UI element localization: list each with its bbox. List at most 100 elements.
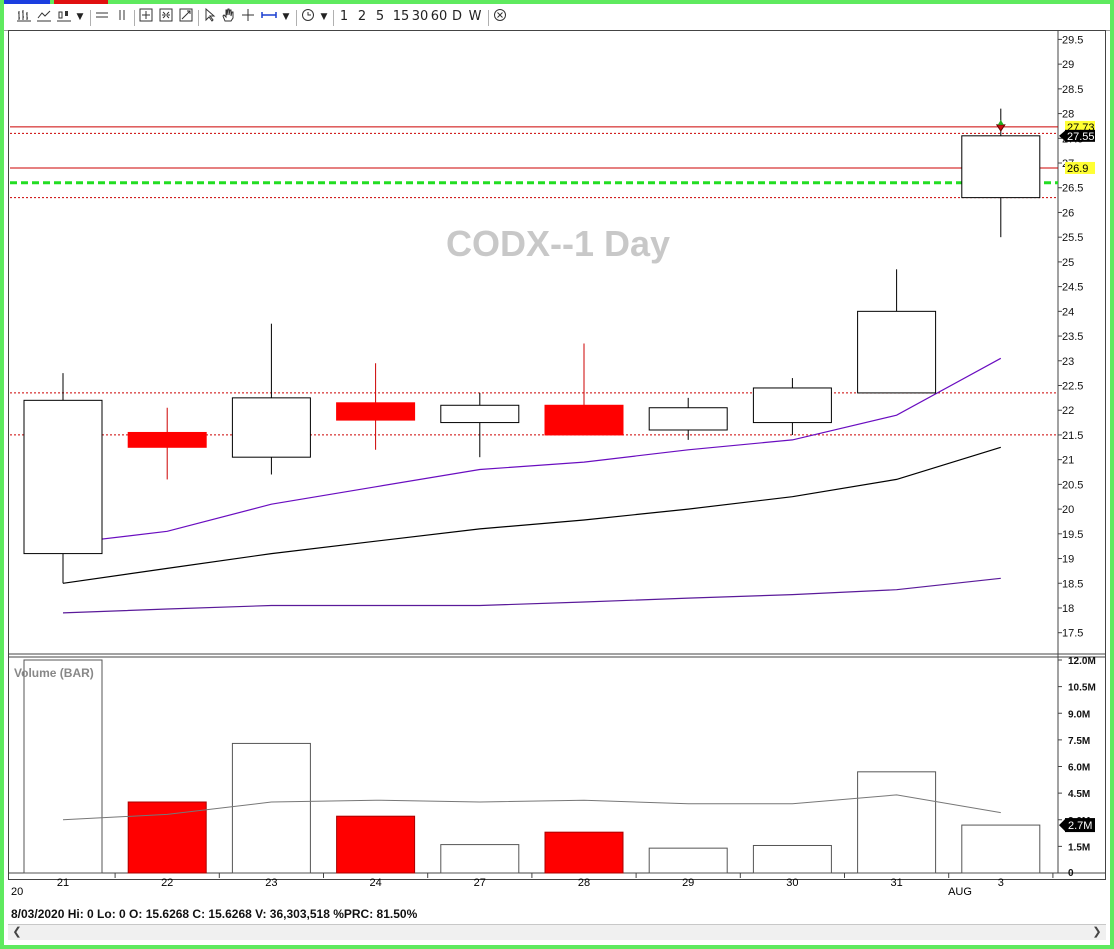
moving-average-long-line bbox=[62, 577, 1001, 614]
interval-15-button[interactable]: 15 bbox=[392, 9, 410, 24]
interval-5-button[interactable]: 5 bbox=[375, 9, 385, 24]
x-tick-label: 31 bbox=[890, 877, 902, 889]
status-bar: 8/03/2020 Hi: 0 Lo: 0 O: 15.6268 C: 15.6… bbox=[11, 907, 418, 921]
window-accent-red bbox=[54, 0, 108, 4]
y-tick-label: 25.5 bbox=[1062, 232, 1083, 244]
x-tick-label: 29 bbox=[682, 877, 694, 889]
volume-bar bbox=[440, 844, 520, 874]
y-tick-label: 19 bbox=[1062, 554, 1074, 566]
candle-body bbox=[961, 135, 1041, 199]
y-tick-label: 29.5 bbox=[1062, 34, 1083, 46]
scroll-left-icon[interactable]: ❮ bbox=[12, 926, 22, 938]
chart-toolbar: ▼ ▼ ▼ 1 2 5 15 30 60 D W bbox=[4, 4, 1110, 31]
y-tick-label: 28 bbox=[1062, 109, 1074, 121]
x-tick-label: 30 bbox=[786, 877, 798, 889]
toolbar-separator bbox=[198, 10, 199, 26]
interval-60-button[interactable]: 60 bbox=[430, 9, 448, 24]
toolbar-separator bbox=[90, 10, 91, 26]
y-tick-label: 18.5 bbox=[1062, 578, 1083, 590]
interval-30-button[interactable]: 30 bbox=[411, 9, 429, 24]
x-tick-label: 21 bbox=[57, 877, 69, 889]
crosshair-icon[interactable] bbox=[240, 8, 256, 26]
candle-body bbox=[440, 404, 520, 424]
scroll-right-icon[interactable]: ❯ bbox=[1092, 926, 1102, 938]
candle-body bbox=[231, 397, 311, 458]
chart-watermark: CODX--1 Day bbox=[446, 223, 670, 264]
volume-tag: 2.7M bbox=[1068, 820, 1092, 832]
dropdown-icon[interactable]: ▼ bbox=[282, 12, 290, 22]
volume-bar bbox=[231, 742, 311, 874]
month-label: AUG bbox=[948, 886, 972, 898]
y-tick-label: 18 bbox=[1062, 603, 1074, 615]
close-circle-icon[interactable] bbox=[492, 8, 508, 26]
price-tag-current-bg bbox=[1065, 129, 1095, 142]
toolbar-separator bbox=[333, 10, 334, 26]
volume-bar bbox=[544, 831, 624, 874]
volume-tick-label: 0 bbox=[1068, 868, 1074, 879]
candlestick-icon[interactable] bbox=[56, 8, 72, 26]
x-tick-label: 27 bbox=[474, 877, 486, 889]
price-tag-level: 26.9 bbox=[1067, 163, 1088, 175]
y-tick-label: 24.5 bbox=[1062, 282, 1083, 294]
y-tick-label: 26.5 bbox=[1062, 183, 1083, 195]
x-tick-label: 28 bbox=[578, 877, 590, 889]
volume-bar bbox=[961, 824, 1041, 874]
y-tick-label: 23.5 bbox=[1062, 331, 1083, 343]
window-accent-blue bbox=[4, 0, 50, 4]
horizontal-split-icon[interactable] bbox=[94, 8, 110, 26]
zoom-out-icon[interactable] bbox=[158, 8, 174, 26]
x-tick-label: 23 bbox=[265, 877, 277, 889]
moving-average-mid-line bbox=[62, 446, 1001, 584]
dropdown-icon[interactable]: ▼ bbox=[76, 12, 84, 22]
dropdown-icon[interactable]: ▼ bbox=[320, 12, 328, 22]
interval-1-button[interactable]: 1 bbox=[339, 9, 349, 24]
trade-marker-up-icon bbox=[997, 119, 1004, 125]
volume-tag-bg bbox=[1065, 818, 1095, 833]
volume-tick-label: 1.5M bbox=[1068, 842, 1090, 853]
interval-week-button[interactable]: W bbox=[468, 9, 482, 24]
hand-icon[interactable] bbox=[220, 8, 236, 26]
moving-average-short-line bbox=[62, 357, 1002, 545]
vertical-split-icon[interactable] bbox=[114, 8, 130, 26]
volume-panel-label: Volume (BAR) bbox=[14, 666, 94, 680]
volume-bar bbox=[23, 659, 103, 874]
y-tick-label: 20 bbox=[1062, 504, 1074, 516]
y-tick-label: 22.5 bbox=[1062, 380, 1083, 392]
measure-icon[interactable] bbox=[260, 8, 278, 26]
date-prefix-label: 20 bbox=[11, 886, 23, 898]
y-tick-label: 19.5 bbox=[1062, 529, 1083, 541]
price-volume-chart[interactable]: CODX--1 Day 17.5 18 18.5 19 19.5 20 20.5 21 21.5… bbox=[8, 30, 1106, 902]
price-tag-current: 27.55 bbox=[1067, 131, 1095, 143]
toolbar-separator bbox=[134, 10, 135, 26]
bar-chart-icon[interactable] bbox=[16, 8, 32, 26]
toolbar-separator bbox=[296, 10, 297, 26]
volume-tick-label: 9.0M bbox=[1068, 709, 1090, 720]
candle-body bbox=[127, 431, 207, 448]
chart-area[interactable] bbox=[8, 30, 1106, 880]
pointer-icon[interactable] bbox=[202, 7, 218, 26]
interval-day-button[interactable]: D bbox=[451, 9, 462, 24]
y-tick-label: 26 bbox=[1062, 207, 1074, 219]
y-tick-label: 22 bbox=[1062, 405, 1074, 417]
interval-2-button[interactable]: 2 bbox=[357, 9, 367, 24]
volume-tick-label: 4.5M bbox=[1068, 789, 1090, 800]
volume-tag-arrow bbox=[1059, 818, 1066, 833]
y-tick-label: 21.5 bbox=[1062, 430, 1083, 442]
y-tick-label: 24 bbox=[1062, 306, 1074, 318]
horizontal-scrollbar[interactable]: ❮ ❯ bbox=[8, 924, 1106, 940]
candle-body bbox=[336, 402, 416, 421]
toolbar-separator bbox=[488, 10, 489, 26]
volume-bar bbox=[752, 844, 832, 874]
y-tick-label: 20.5 bbox=[1062, 479, 1083, 491]
line-chart-icon[interactable] bbox=[36, 8, 52, 26]
y-tick-label: 25 bbox=[1062, 257, 1074, 269]
x-tick-label: 3 bbox=[998, 877, 1004, 889]
candle-body bbox=[23, 399, 103, 555]
zoom-fit-icon[interactable] bbox=[178, 8, 194, 26]
y-tick-label: 17.5 bbox=[1062, 628, 1083, 640]
clock-icon[interactable] bbox=[300, 8, 316, 26]
price-tag-current-arrow bbox=[1059, 129, 1066, 142]
volume-tick-label: 12.0M bbox=[1068, 656, 1096, 667]
zoom-in-icon[interactable] bbox=[138, 8, 154, 26]
price-tag-level-bg bbox=[1065, 161, 1095, 174]
